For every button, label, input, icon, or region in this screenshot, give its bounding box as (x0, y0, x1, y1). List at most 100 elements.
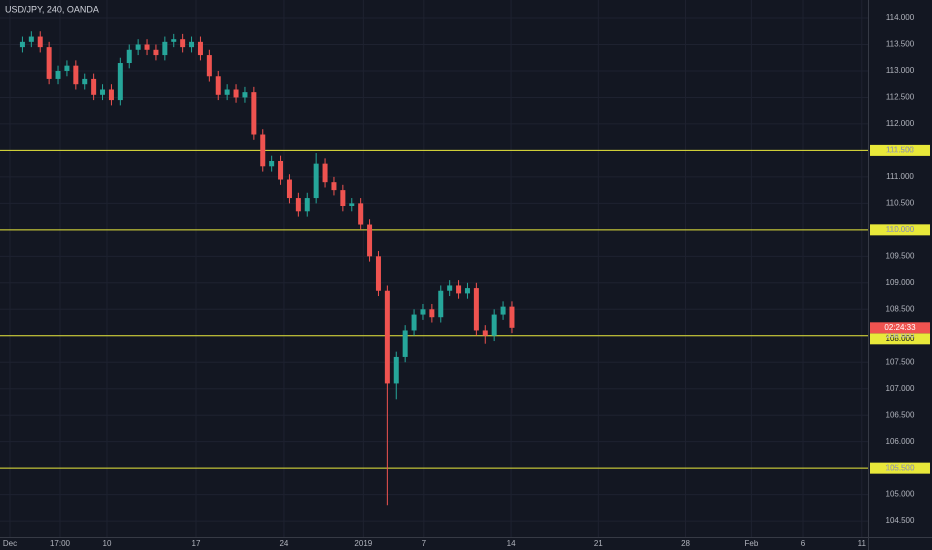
candle-body (278, 160, 284, 180)
candle-body (375, 256, 381, 291)
candle-body (464, 288, 470, 294)
countdown-box (870, 322, 930, 334)
y-tick-label: 110.500 (886, 198, 915, 207)
level-label-box (870, 144, 930, 156)
level-label-box (870, 333, 930, 345)
x-tick-label: 17:00 (50, 539, 71, 548)
y-tick-label: 109.000 (886, 278, 915, 287)
candle-body (206, 55, 212, 77)
candle-body (295, 198, 301, 212)
candle-body (189, 41, 195, 48)
y-tick-label: 111.500 (886, 146, 914, 155)
chart-title: USD/JPY, 240, OANDA (5, 4, 99, 14)
y-tick-label: 106.500 (886, 410, 915, 419)
candle-body (393, 356, 399, 384)
candle-body (340, 190, 346, 207)
candle-body (269, 160, 275, 167)
candle-body (500, 306, 506, 315)
x-tick-label: 10 (103, 539, 112, 548)
x-tick-label: 6 (801, 539, 806, 548)
candle-body (358, 203, 364, 225)
candle-body (37, 36, 43, 48)
x-tick-label: 7 (422, 539, 427, 548)
x-tick-label: 14 (507, 539, 516, 548)
candle-body (117, 63, 123, 101)
candle-body (108, 89, 114, 101)
level-label-box (870, 462, 930, 474)
candle-body (126, 49, 132, 64)
x-tick-label: Dec (3, 539, 17, 548)
candle-body (509, 306, 515, 328)
level-label: 108.000 (886, 334, 915, 343)
candle-body (82, 78, 88, 85)
candle-body (482, 330, 488, 336)
candle-body (349, 203, 355, 207)
level-label: 105.500 (886, 463, 915, 472)
candle-body (215, 76, 221, 95)
y-tick-label: 112.000 (886, 119, 915, 128)
candle-body (304, 198, 310, 212)
candle-body (73, 65, 79, 85)
x-tick-label: 2019 (354, 539, 372, 548)
level-label: 111.500 (886, 146, 914, 155)
y-tick-label: 114.000 (886, 13, 915, 22)
candle-body (456, 285, 462, 294)
candle-body (144, 44, 150, 50)
x-tick-label: 28 (681, 539, 690, 548)
level-label-box (870, 224, 930, 236)
candle-body (473, 288, 479, 331)
candle-body (197, 41, 203, 56)
candle-body (313, 163, 319, 199)
candle-body (331, 182, 337, 191)
x-tick-label: 17 (192, 539, 201, 548)
x-tick-label: Feb (745, 539, 759, 548)
y-tick-label: 105.000 (886, 490, 915, 499)
candle-body (242, 92, 248, 98)
axes: 104.500 105.000 105.500 106.000 106.500 107.0… (3, 13, 930, 548)
candle-body (251, 92, 257, 135)
x-tick-label: 21 (594, 539, 603, 548)
candle-body (447, 285, 453, 291)
candle-body (438, 290, 444, 318)
candle-body (367, 224, 373, 257)
y-tick-label: 104.500 (886, 516, 915, 525)
y-tick-label: 107.500 (886, 357, 915, 366)
candle-body (19, 41, 25, 48)
candle-body (180, 39, 186, 48)
y-tick-label: 106.000 (886, 437, 915, 446)
candle-body (162, 41, 168, 56)
candle-body (28, 36, 34, 42)
y-tick-label: 109.500 (886, 251, 915, 260)
candle-body (420, 309, 426, 315)
candle-body (46, 47, 52, 79)
candle-body (322, 163, 328, 183)
candle-body (233, 89, 239, 98)
candle-body (491, 314, 497, 336)
y-tick-label: 108.500 (886, 304, 915, 313)
y-tick-label: 110.000 (886, 225, 915, 234)
levels: 111.500 110.000 108.000 105.500 (0, 144, 930, 474)
level-label: 110.000 (886, 225, 915, 234)
candle-body (224, 89, 230, 95)
y-tick-label: 113.500 (886, 40, 915, 49)
candle-body (135, 44, 141, 50)
y-tick-label: 107.000 (886, 384, 915, 393)
countdown-label: 02:24:33 (884, 323, 916, 332)
y-tick-label: 108.000 (886, 331, 915, 340)
candle-body (64, 65, 70, 71)
candle-body (260, 134, 266, 167)
candle-body (91, 78, 97, 95)
y-tick-label: 112.500 (886, 93, 915, 102)
candle-body (55, 70, 61, 79)
y-tick-label: 105.500 (886, 463, 915, 472)
y-tick-label: 113.000 (886, 66, 915, 75)
candle-body (286, 179, 292, 199)
candle-body (100, 89, 106, 95)
candle-body (411, 314, 417, 331)
x-tick-label: 11 (858, 539, 867, 548)
candle-body (153, 49, 159, 56)
candle-body (429, 309, 435, 318)
